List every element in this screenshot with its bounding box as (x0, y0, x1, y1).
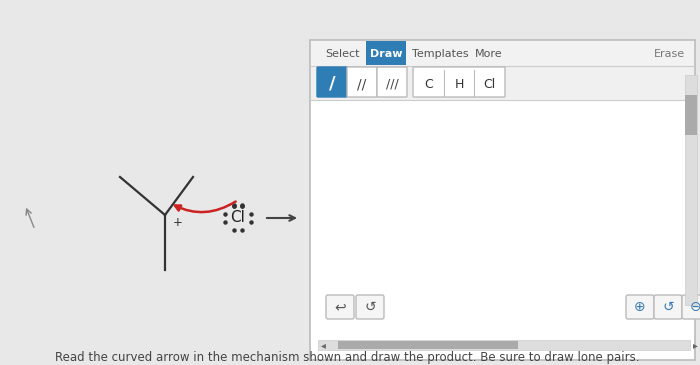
Text: /: / (329, 75, 335, 93)
Text: Cl: Cl (483, 77, 495, 91)
FancyBboxPatch shape (413, 67, 505, 97)
Text: ▸: ▸ (692, 340, 697, 350)
Text: Draw: Draw (370, 49, 402, 59)
Text: Erase: Erase (654, 49, 685, 59)
Text: ↩: ↩ (334, 300, 346, 314)
FancyBboxPatch shape (311, 41, 694, 66)
Text: Read the curved arrow in the mechanism shown and draw the product. Be sure to dr: Read the curved arrow in the mechanism s… (55, 351, 640, 364)
FancyBboxPatch shape (654, 295, 682, 319)
FancyBboxPatch shape (377, 67, 407, 97)
Text: ↺: ↺ (364, 300, 376, 314)
Text: ///: /// (386, 77, 398, 91)
FancyBboxPatch shape (318, 340, 690, 350)
FancyBboxPatch shape (356, 295, 384, 319)
Text: C: C (425, 77, 433, 91)
FancyBboxPatch shape (685, 95, 697, 135)
FancyBboxPatch shape (338, 341, 518, 349)
FancyBboxPatch shape (685, 75, 697, 305)
FancyBboxPatch shape (626, 295, 654, 319)
Text: //: // (358, 77, 367, 91)
FancyArrowPatch shape (175, 201, 236, 212)
FancyBboxPatch shape (682, 295, 700, 319)
FancyBboxPatch shape (310, 40, 695, 360)
FancyBboxPatch shape (317, 67, 347, 97)
Text: ⊕: ⊕ (634, 300, 646, 314)
FancyBboxPatch shape (347, 67, 377, 97)
Text: ◂: ◂ (321, 340, 326, 350)
Text: ⊖: ⊖ (690, 300, 700, 314)
FancyBboxPatch shape (366, 41, 406, 65)
FancyBboxPatch shape (326, 295, 354, 319)
Text: Templates: Templates (412, 49, 468, 59)
Text: ↺: ↺ (662, 300, 674, 314)
Text: Cl: Cl (230, 211, 246, 226)
Text: Select: Select (325, 49, 360, 59)
Text: +: + (173, 216, 183, 230)
Text: More: More (475, 49, 503, 59)
Text: H: H (454, 77, 463, 91)
FancyBboxPatch shape (311, 66, 694, 100)
